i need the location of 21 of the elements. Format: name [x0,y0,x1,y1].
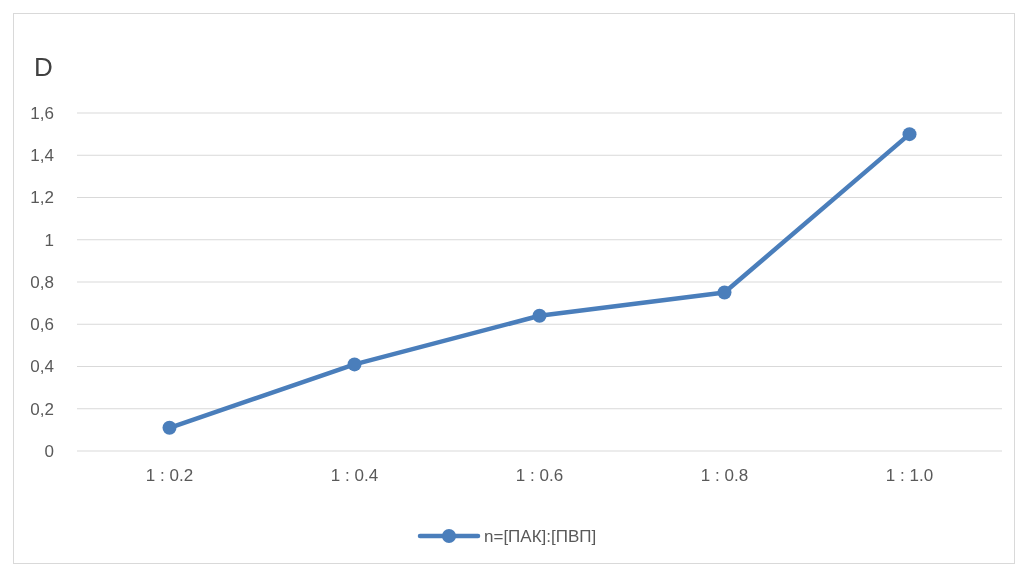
y-tick-label: 1,6 [30,103,54,123]
point [532,308,547,323]
y-tick-label: 1,4 [30,146,54,166]
x-tick-label: 1 : 0.2 [145,466,194,485]
y-axis-title: D [34,52,53,82]
y-tick-label: 0 [44,441,54,461]
legend-label: n=[ПАК]:[ПВП] [484,526,597,546]
x-tick-label: 1 : 0.8 [700,466,749,485]
x-tick-label: 1 : 0.6 [515,466,564,485]
point [902,127,917,142]
x-tick-label: 1 : 1.0 [885,466,934,485]
point [717,285,732,300]
y-tick-label: 0,4 [30,357,54,377]
point [347,357,362,372]
y-tick-label: 0,6 [30,315,54,335]
point [162,420,177,435]
y-tick-label: 0,2 [30,399,54,419]
y-tick-label: 0,8 [30,272,54,292]
y-tick-label: 1 [44,230,54,250]
y-tick-label: 1,2 [30,188,54,208]
x-tick-label: 1 : 0.4 [330,466,379,485]
